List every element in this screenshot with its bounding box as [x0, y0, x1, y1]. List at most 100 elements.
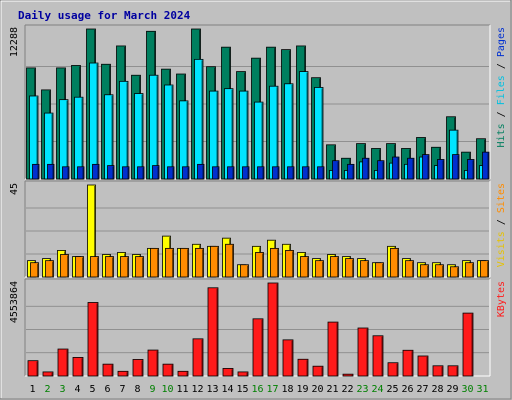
bar-files-day-17 [269, 85, 279, 180]
bar-kbytes-day-26 [402, 349, 414, 377]
panel-kbytes-legend: KBytes [496, 281, 507, 317]
x-tick-day-31: 31 [476, 384, 488, 395]
bar-sites-day-4 [75, 256, 84, 278]
bar-kbytes-day-27 [417, 355, 429, 377]
legend-hits-4: Pages [496, 27, 507, 57]
bar-sites-day-13 [210, 245, 219, 278]
bar-sites-day-28 [435, 264, 444, 278]
legend-kbytes-0: KBytes [496, 281, 507, 317]
x-tick-day-18: 18 [281, 384, 293, 395]
x-tick-day-23: 23 [356, 384, 368, 395]
bar-kbytes-day-4 [72, 357, 84, 377]
bar-pages-day-2 [47, 163, 55, 180]
bar-kbytes-day-8 [132, 359, 144, 377]
bar-pages-day-30 [467, 159, 475, 180]
x-tick-day-30: 30 [461, 384, 473, 395]
bar-kbytes-day-6 [102, 363, 114, 377]
bar-pages-day-11 [182, 166, 190, 180]
bar-kbytes-day-30 [462, 312, 474, 377]
bar-kbytes-day-23 [357, 327, 369, 377]
legend-hits-0: Hits [496, 123, 507, 147]
bar-sites-day-23 [360, 260, 369, 278]
bar-sites-day-7 [120, 256, 129, 278]
bar-sites-day-17 [270, 247, 279, 278]
bar-sites-day-3 [60, 254, 69, 278]
bar-kbytes-day-22 [342, 373, 354, 377]
bar-pages-day-7 [122, 166, 130, 180]
bar-pages-day-29 [452, 154, 460, 180]
panel-hits-legend: Hits / Files / Pages [496, 27, 507, 147]
bar-pages-day-1 [32, 163, 40, 180]
legend-visits-2: Sites [496, 183, 507, 213]
bar-sites-day-10 [165, 247, 174, 278]
bar-files-day-13 [209, 90, 219, 180]
x-tick-day-22: 22 [341, 384, 353, 395]
bar-sites-day-2 [45, 260, 54, 278]
bar-pages-day-17 [272, 166, 280, 180]
x-tick-day-29: 29 [446, 384, 458, 395]
bar-sites-day-1 [30, 262, 39, 278]
legend-visits-0: Visits [496, 231, 507, 267]
bar-kbytes-day-17 [267, 282, 279, 377]
x-tick-day-14: 14 [221, 384, 233, 395]
bar-pages-day-14 [227, 166, 235, 180]
bar-sites-day-31 [480, 260, 489, 278]
bar-files-day-18 [284, 83, 294, 180]
bar-sites-day-11 [180, 247, 189, 278]
bar-files-day-10 [164, 84, 174, 180]
bar-pages-day-26 [407, 157, 415, 180]
x-tick-day-27: 27 [416, 384, 428, 395]
x-tick-day-20: 20 [311, 384, 323, 395]
x-tick-day-21: 21 [326, 384, 338, 395]
bar-pages-day-19 [302, 166, 310, 180]
bar-kbytes-day-12 [192, 338, 204, 377]
x-tick-day-1: 1 [29, 384, 35, 395]
bar-sites-day-12 [195, 247, 204, 278]
panel-visits-max-label: 45 [9, 183, 20, 195]
bar-files-day-20 [314, 87, 324, 180]
bar-pages-day-8 [137, 166, 145, 180]
bar-sites-day-8 [135, 256, 144, 278]
legend-hits-3: / [496, 57, 507, 75]
bar-pages-day-22 [347, 163, 355, 180]
bar-pages-day-4 [77, 166, 85, 180]
bar-pages-day-24 [377, 160, 385, 180]
bar-sites-day-25 [390, 247, 399, 278]
bar-files-day-7 [119, 80, 129, 180]
bar-pages-day-20 [317, 166, 325, 180]
x-tick-day-10: 10 [161, 384, 173, 395]
bar-sites-day-19 [300, 256, 309, 278]
bar-sites-day-16 [255, 252, 264, 278]
bar-pages-day-21 [332, 160, 340, 180]
bar-kbytes-day-5 [87, 302, 99, 377]
bar-kbytes-day-3 [57, 348, 69, 377]
x-tick-day-13: 13 [206, 384, 218, 395]
bar-kbytes-day-10 [162, 363, 174, 377]
bar-kbytes-day-18 [282, 339, 294, 377]
bar-sites-day-18 [285, 250, 294, 278]
bar-kbytes-day-16 [252, 318, 264, 377]
bar-kbytes-day-7 [117, 370, 129, 377]
bar-kbytes-day-1 [27, 360, 39, 377]
legend-hits-2: Files [496, 75, 507, 105]
bar-kbytes-day-19 [297, 358, 309, 377]
bar-pages-day-23 [362, 157, 370, 180]
bar-sites-day-5 [90, 256, 99, 278]
bar-pages-day-28 [437, 159, 445, 180]
bar-files-day-15 [239, 90, 249, 180]
bar-pages-day-13 [212, 166, 220, 180]
bar-pages-day-31 [482, 151, 490, 180]
legend-hits-1: / [496, 105, 507, 123]
bar-pages-day-9 [152, 165, 160, 180]
bar-pages-day-27 [422, 154, 430, 180]
bar-sites-day-24 [375, 262, 384, 278]
bar-pages-day-10 [167, 166, 175, 180]
bar-sites-day-27 [420, 264, 429, 278]
bar-pages-day-6 [107, 165, 115, 180]
bar-pages-day-12 [197, 163, 205, 180]
x-tick-day-26: 26 [401, 384, 413, 395]
bar-sites-day-20 [315, 260, 324, 278]
bar-kbytes-day-13 [207, 287, 219, 377]
